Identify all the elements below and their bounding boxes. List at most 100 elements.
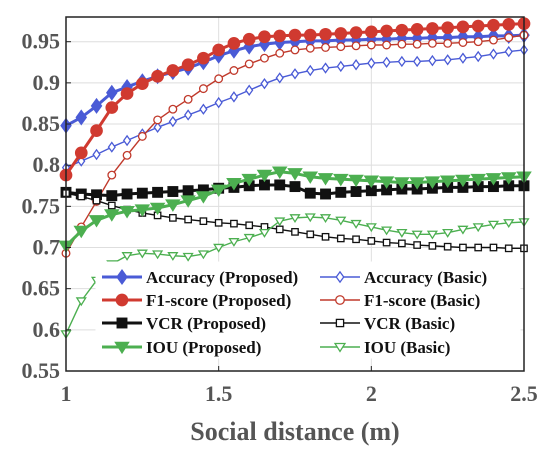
data-point-diamond bbox=[229, 91, 239, 103]
data-point-triangle bbox=[472, 223, 484, 233]
y-tick-label: 0.65 bbox=[22, 276, 61, 301]
y-tick-label: 0.6 bbox=[33, 317, 61, 342]
data-point-square bbox=[169, 214, 177, 222]
data-point-circle bbox=[229, 66, 239, 75]
data-point-circle bbox=[487, 18, 500, 32]
data-point-triangle bbox=[411, 230, 423, 240]
data-point-circle bbox=[107, 170, 117, 180]
data-point-triangle bbox=[149, 202, 166, 216]
data-point-circle bbox=[290, 45, 300, 55]
data-point-triangle bbox=[182, 252, 194, 262]
data-point-diamond bbox=[382, 56, 391, 68]
data-point-triangle bbox=[73, 225, 90, 239]
data-point-square bbox=[489, 243, 498, 252]
y-tick-label: 0.75 bbox=[22, 193, 61, 218]
data-point-triangle bbox=[287, 168, 303, 181]
legend-label: Accuracy (Basic) bbox=[364, 268, 487, 287]
data-point-triangle bbox=[180, 195, 196, 208]
data-point-circle bbox=[335, 295, 345, 305]
data-point-square bbox=[413, 241, 421, 249]
data-point-triangle bbox=[152, 250, 164, 260]
data-point-circle bbox=[181, 58, 195, 72]
data-point-triangle bbox=[121, 252, 133, 261]
data-point-square bbox=[274, 179, 286, 191]
series-6 bbox=[58, 166, 532, 254]
legend-label: F1-score (Basic) bbox=[364, 291, 480, 310]
data-point-circle bbox=[275, 48, 285, 58]
data-point-circle bbox=[227, 36, 241, 50]
data-point-square bbox=[398, 239, 406, 248]
data-point-square bbox=[320, 188, 331, 200]
data-point-diamond bbox=[335, 270, 345, 284]
data-point-triangle bbox=[289, 214, 301, 224]
data-point-triangle bbox=[381, 226, 393, 236]
data-point-square bbox=[504, 244, 513, 253]
data-point-diamond bbox=[458, 52, 468, 64]
data-point-square bbox=[136, 187, 148, 199]
data-point-circle bbox=[115, 293, 129, 307]
data-point-circle bbox=[504, 33, 514, 43]
data-point-circle bbox=[166, 64, 180, 77]
legend-label: Accuracy (Proposed) bbox=[146, 268, 298, 287]
data-point-square bbox=[336, 234, 345, 243]
data-point-circle bbox=[349, 26, 363, 39]
y-tick-label: 0.7 bbox=[33, 235, 61, 260]
data-point-triangle bbox=[88, 215, 105, 228]
data-point-diamond bbox=[107, 141, 116, 153]
data-point-triangle bbox=[442, 228, 454, 238]
data-point-diamond bbox=[92, 148, 101, 161]
data-point-circle bbox=[321, 43, 330, 52]
legend-item: IOU (Basic) bbox=[320, 338, 450, 357]
data-point-circle bbox=[441, 21, 455, 35]
data-point-triangle bbox=[226, 178, 242, 191]
data-point-circle bbox=[212, 43, 226, 57]
data-point-square bbox=[367, 237, 376, 245]
legend-label: VCR (Basic) bbox=[364, 314, 455, 333]
data-point-square bbox=[443, 242, 452, 251]
data-point-circle bbox=[334, 27, 348, 40]
data-point-square bbox=[184, 215, 192, 224]
data-point-triangle bbox=[228, 238, 240, 247]
data-point-circle bbox=[305, 43, 315, 53]
data-point-diamond bbox=[199, 103, 208, 115]
data-point-square bbox=[335, 318, 345, 328]
data-point-triangle bbox=[455, 174, 471, 188]
data-point-triangle bbox=[487, 220, 500, 230]
data-point-triangle bbox=[335, 216, 347, 226]
legend-label: IOU (Basic) bbox=[364, 338, 450, 357]
data-point-diamond bbox=[321, 62, 330, 74]
data-point-triangle bbox=[333, 173, 349, 187]
data-point-triangle bbox=[500, 172, 517, 185]
data-point-triangle bbox=[167, 252, 179, 261]
data-point-square bbox=[428, 242, 437, 250]
data-point-triangle bbox=[258, 228, 271, 238]
data-point-square bbox=[275, 225, 284, 234]
data-point-square bbox=[321, 232, 330, 241]
data-point-circle bbox=[122, 150, 132, 160]
data-point-circle bbox=[382, 40, 392, 50]
data-point-square bbox=[352, 235, 360, 244]
data-point-triangle bbox=[114, 341, 130, 355]
data-point-circle bbox=[244, 59, 254, 69]
data-point-square bbox=[230, 219, 238, 228]
data-point-circle bbox=[137, 131, 147, 141]
legend-item: Accuracy (Proposed) bbox=[102, 268, 298, 287]
data-point-circle bbox=[489, 35, 498, 45]
data-point-circle bbox=[351, 41, 361, 51]
x-tick-label: 2 bbox=[366, 381, 377, 406]
data-point-square bbox=[77, 192, 86, 201]
series-line bbox=[65, 49, 525, 169]
data-point-diamond bbox=[90, 97, 103, 114]
data-point-circle bbox=[395, 23, 409, 37]
data-point-circle bbox=[364, 25, 378, 39]
data-point-circle bbox=[456, 20, 470, 34]
data-point-diamond bbox=[306, 64, 315, 77]
data-point-circle bbox=[105, 101, 119, 114]
data-point-triangle bbox=[136, 249, 148, 259]
legend-label: IOU (Proposed) bbox=[146, 338, 261, 357]
data-point-square bbox=[152, 186, 164, 198]
data-point-triangle bbox=[304, 213, 316, 223]
data-point-circle bbox=[366, 40, 376, 50]
legend-item: F1-score (Proposed) bbox=[102, 291, 291, 310]
